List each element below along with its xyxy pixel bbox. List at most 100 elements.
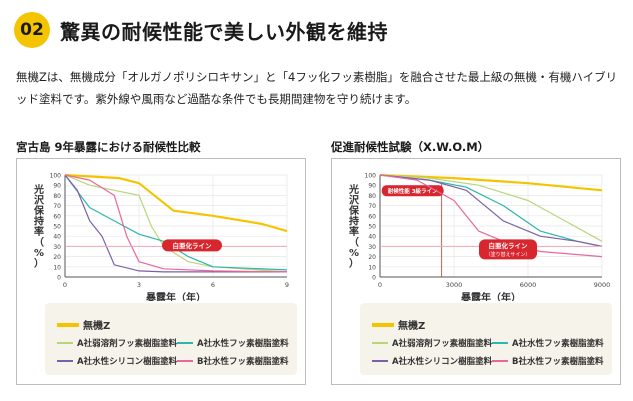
series-line-3 xyxy=(379,174,603,247)
y-axis-label-char: 保 xyxy=(33,204,45,217)
y-axis-label-char: 持 xyxy=(34,215,44,228)
series-line-4 xyxy=(64,174,288,273)
legend-swatch xyxy=(57,360,73,362)
legend-label: A社弱溶剤フッ素樹脂塗料 xyxy=(77,339,178,349)
legend-swatch xyxy=(492,342,508,344)
legend-label: A社水性シリコン樹脂塗料 xyxy=(392,357,493,367)
series-line-3 xyxy=(64,174,287,273)
vertical-marker-label: 耐候性能 3級ライン xyxy=(388,187,438,195)
legend-label: B社水性フッ素樹脂塗料 xyxy=(197,357,289,367)
y-tick-label: 30 xyxy=(368,244,376,251)
y-tick-label: 60 xyxy=(53,213,61,220)
legend-label: B社水性フッ素樹脂塗料 xyxy=(512,357,604,367)
x-tick-label: 6000 xyxy=(520,281,537,289)
legend-label: 無機Z xyxy=(83,321,111,332)
x-tick-label: 3000 xyxy=(446,281,463,289)
x-axis-label: 暴露年（年） xyxy=(145,291,206,301)
section-number-badge: 02 xyxy=(14,12,50,48)
legend-swatch xyxy=(372,342,388,344)
y-tick-label: 0 xyxy=(372,275,376,282)
chart-title-xwom: 促進耐候性試験（X.W.O.M） xyxy=(331,140,490,154)
legend-item-4: B社水性フッ素樹脂塗料 xyxy=(177,355,288,367)
legend-item-0: 無機Z xyxy=(57,317,110,332)
y-axis-label-char: % xyxy=(349,248,359,259)
y-axis-label-char: 沢 xyxy=(349,194,360,207)
whitening-label: 白亜化ライン xyxy=(173,241,213,250)
y-axis-label-char: （ xyxy=(349,236,359,249)
y-tick-label: 40 xyxy=(53,234,61,241)
y-tick-label: 0 xyxy=(57,275,61,282)
x-tick-label: 0 xyxy=(63,281,67,289)
legend-item-2: A社水性フッ素樹脂塗料 xyxy=(177,337,289,349)
y-tick-label: 50 xyxy=(368,224,376,231)
legend-swatch xyxy=(372,360,388,362)
legend-swatch xyxy=(177,360,193,362)
legend-item-1: A社弱溶剤フッ素樹脂塗料 xyxy=(57,337,177,349)
y-axis-label-char: 保 xyxy=(348,204,360,217)
y-tick-label: 70 xyxy=(368,203,376,210)
chart-panel-xwom: 0 10 20 30 40 50 60 70 80 90 100 0 3000 6000 9000 光沢保持率… xyxy=(331,158,621,385)
legend-label: A社水性シリコン樹脂塗料 xyxy=(77,357,178,367)
whitening-badge xyxy=(479,239,537,260)
series-line-0 xyxy=(64,173,288,233)
y-tick-label: 60 xyxy=(368,213,376,220)
y-tick-label: 90 xyxy=(368,183,376,190)
y-axis-label-char: 率 xyxy=(34,225,44,238)
legend-item-1: A社弱溶剤フッ素樹脂塗料 xyxy=(372,337,492,349)
y-tick-label: 20 xyxy=(368,254,376,261)
y-tick-label: 10 xyxy=(53,264,61,271)
legend-item-2: A社水性フッ素樹脂塗料 xyxy=(492,337,604,349)
legend-swatch xyxy=(177,342,193,344)
y-axis-label-char: ） xyxy=(349,257,359,270)
y-tick-label: 80 xyxy=(368,193,376,200)
y-axis-label-char: % xyxy=(34,248,44,259)
x-axis-label: 暴露年（年） xyxy=(460,291,521,301)
legend-swatch xyxy=(372,322,394,327)
y-tick-label: 100 xyxy=(50,173,62,180)
legend-item-3: A社水性シリコン樹脂塗料 xyxy=(372,355,492,367)
whitening-badge xyxy=(162,239,222,252)
legend-item-4: B社水性フッ素樹脂塗料 xyxy=(492,355,603,367)
y-tick-label: 20 xyxy=(53,254,61,261)
legend-label: 無機Z xyxy=(398,321,426,332)
y-tick-label: 40 xyxy=(368,234,376,241)
series-line-1 xyxy=(379,174,603,242)
chart-svg: 0 10 20 30 40 50 60 70 80 90 100 0 3000 6000 9000 光沢保持率… xyxy=(348,173,611,302)
x-tick-label: 9 xyxy=(285,281,289,289)
chart-panel-exposure: 0 10 20 30 40 50 60 70 80 90 100 0 3 6 9 光沢保持率（%） 暴露年（年）… xyxy=(16,158,306,385)
y-tick-label: 30 xyxy=(53,244,61,251)
legend: 無機Z A社弱溶剤フッ素樹脂塗料 A社水性フッ素樹脂塗料 A社水性シリコン樹脂塗料 B社… xyxy=(45,303,297,375)
series-line-4 xyxy=(379,174,603,258)
series-line-2 xyxy=(64,174,288,271)
y-tick-label: 80 xyxy=(53,193,61,200)
legend-label: A社弱溶剤フッ素樹脂塗料 xyxy=(392,339,493,349)
product-description: 無機Zは、無機成分「オルガノポリシロキサン」と「4フッ化フッ素樹脂」を融合させた… xyxy=(16,70,618,106)
x-tick-label: 3 xyxy=(137,281,141,289)
y-tick-label: 70 xyxy=(53,203,61,210)
chart-title-exposure: 宮古島 9年暴露における耐候性比較 xyxy=(16,140,201,154)
y-axis-label-char: （ xyxy=(34,236,44,249)
x-tick-label: 0 xyxy=(378,281,382,289)
legend-item-3: A社水性シリコン樹脂塗料 xyxy=(57,355,177,367)
series-line-0 xyxy=(379,173,603,192)
y-axis-label-char: 率 xyxy=(349,225,359,238)
y-axis-label-char: 光 xyxy=(33,183,44,196)
legend-item-0: 無機Z xyxy=(372,317,425,332)
y-axis-label-char: ） xyxy=(34,257,44,270)
section-title: 驚異の耐候性能で美しい外観を維持 xyxy=(60,19,388,44)
x-tick-label: 6 xyxy=(211,281,215,289)
y-tick-label: 100 xyxy=(365,173,377,180)
y-axis-label-char: 光 xyxy=(348,183,359,196)
y-tick-label: 50 xyxy=(53,224,61,231)
series-line-1 xyxy=(64,174,288,273)
x-tick-label: 9000 xyxy=(594,281,611,289)
legend-label: A社水性フッ素樹脂塗料 xyxy=(512,339,604,349)
whitening-label: 白亜化ライン xyxy=(489,241,529,250)
y-axis-label-char: 沢 xyxy=(34,194,45,207)
legend-swatch xyxy=(57,322,79,327)
section-header: 02 驚異の耐候性能で美しい外観を維持 xyxy=(14,12,388,48)
legend-swatch xyxy=(57,342,73,344)
whitening-sublabel: （塗り替えサイン） xyxy=(486,251,531,258)
y-axis-label-char: 持 xyxy=(349,215,359,228)
